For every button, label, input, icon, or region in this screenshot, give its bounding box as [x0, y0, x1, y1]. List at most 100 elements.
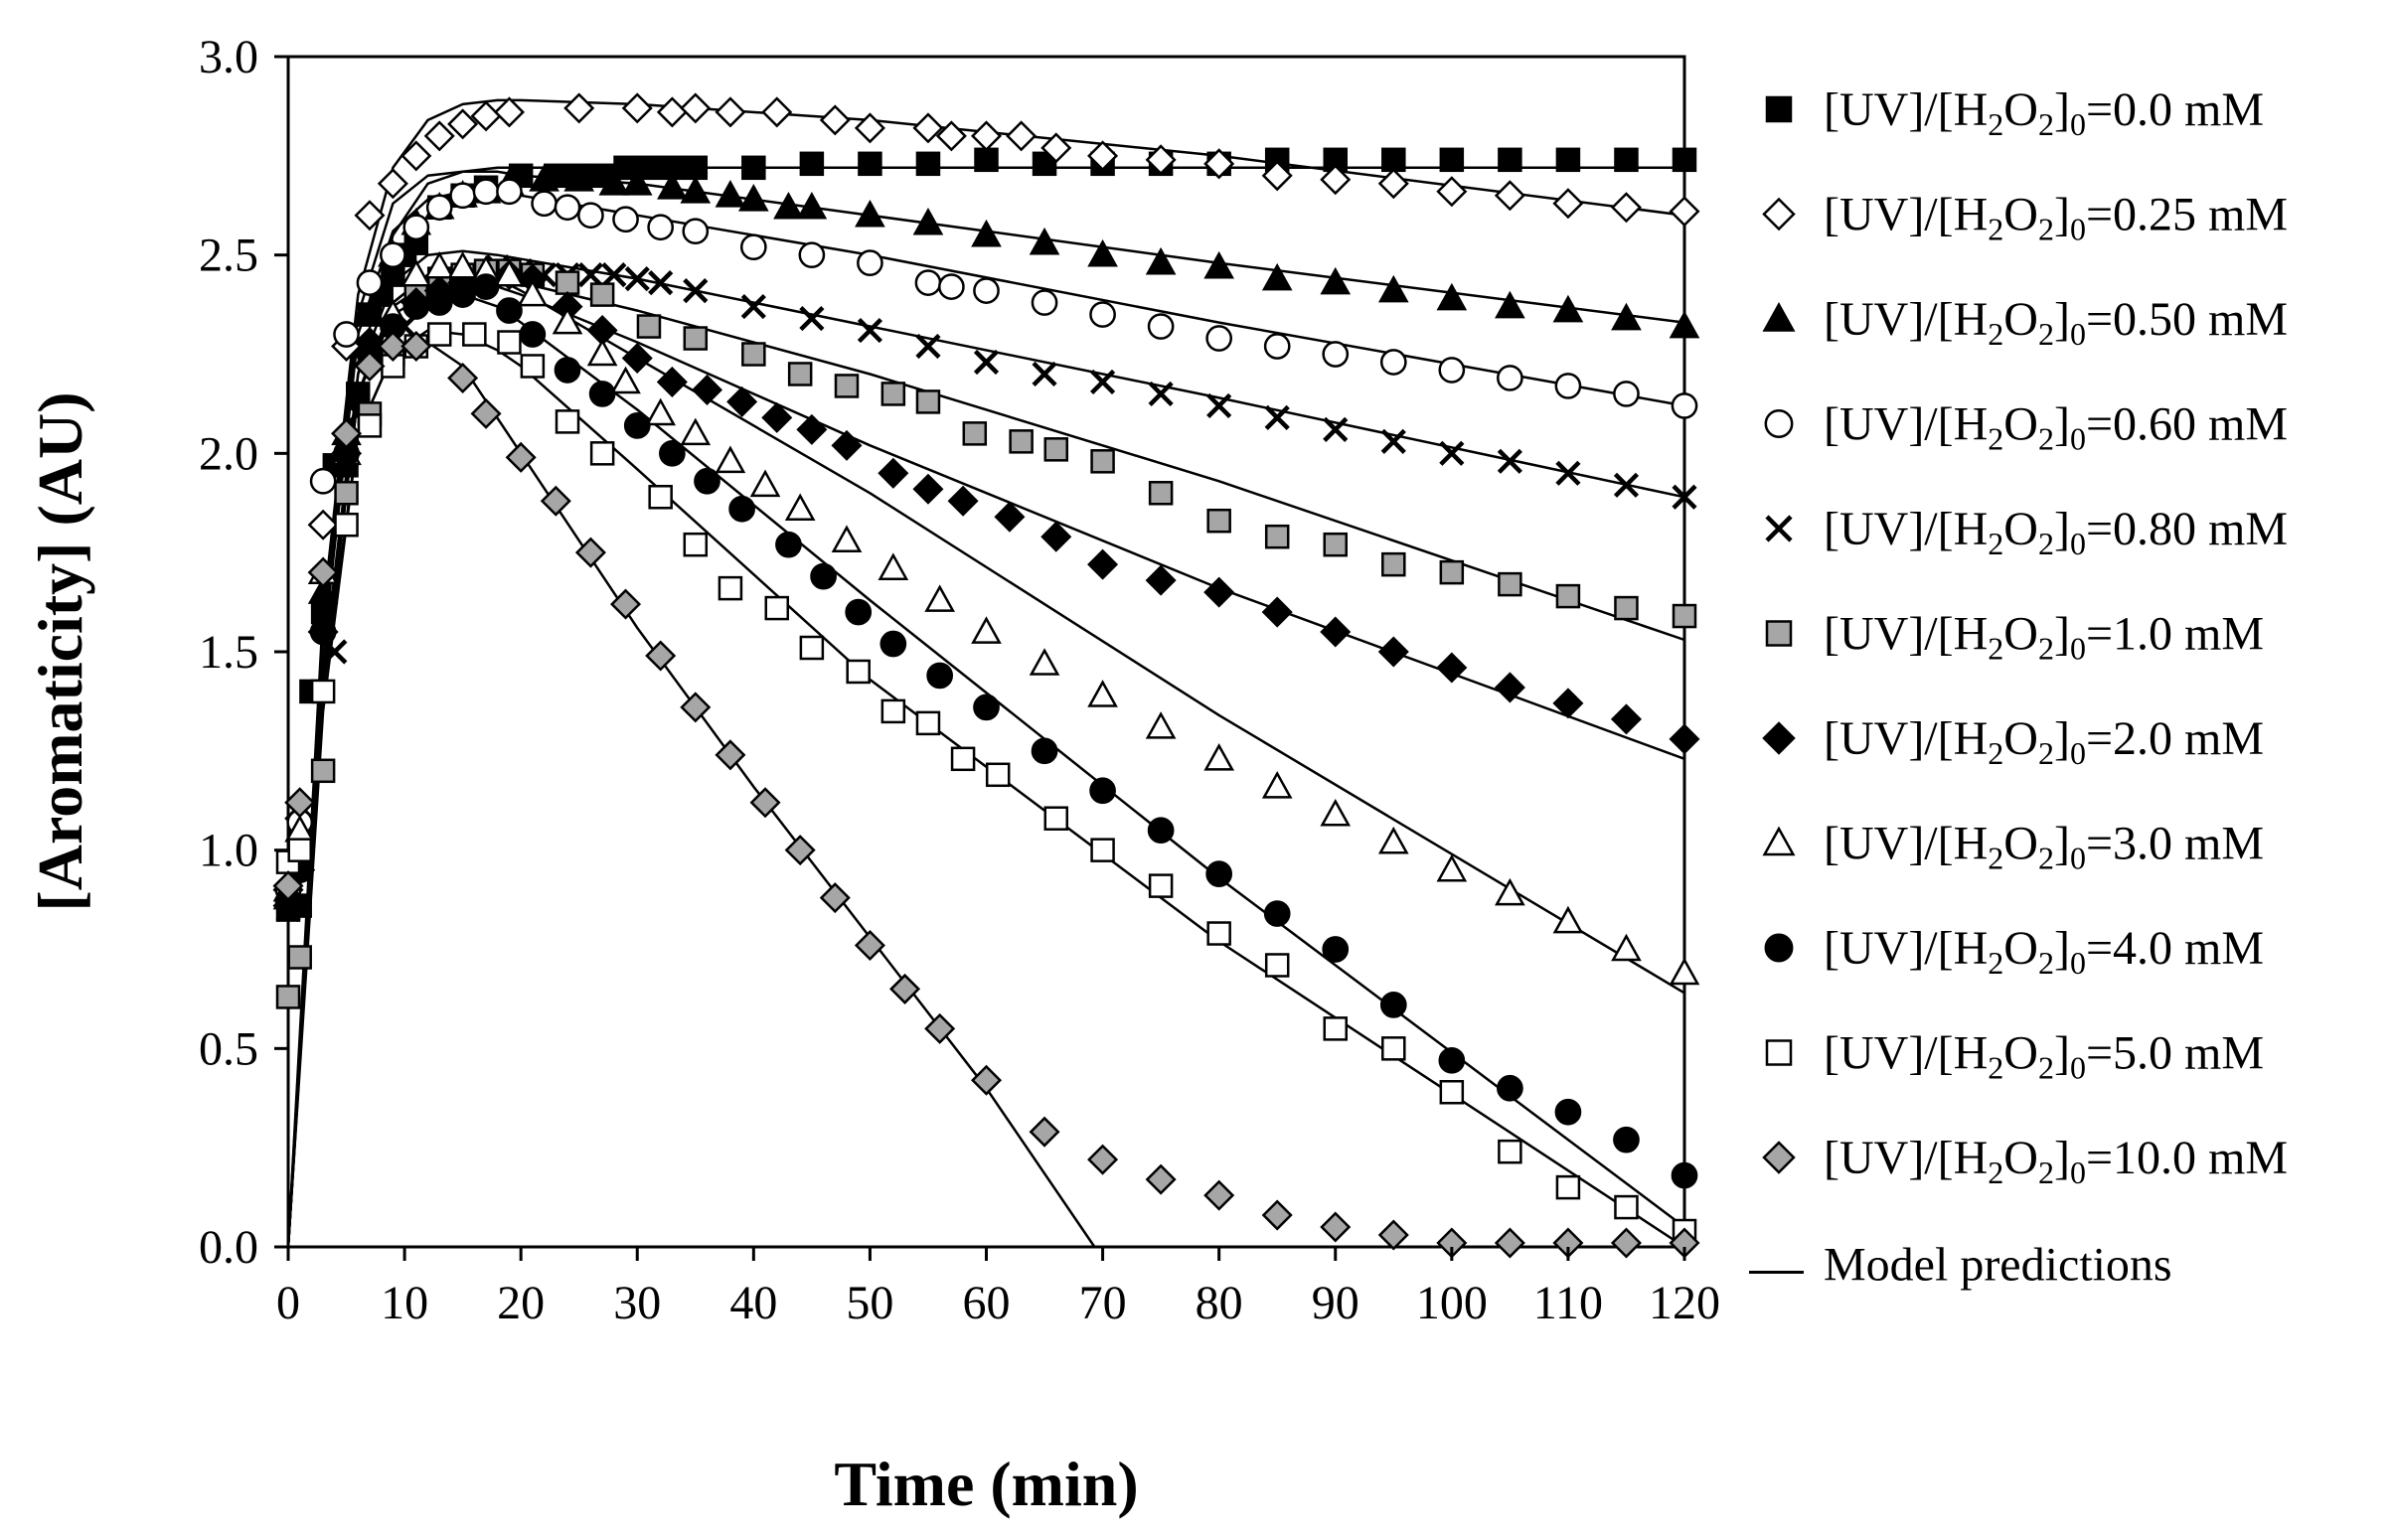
data-point	[577, 202, 604, 230]
data-point	[914, 269, 942, 296]
data-point	[831, 525, 863, 552]
data-point	[749, 469, 781, 498]
data-point	[691, 374, 723, 405]
data-point	[1610, 192, 1642, 224]
legend-label: [UV]/[H2O2]0=1.0 mM	[1824, 608, 2264, 667]
data-point	[880, 698, 906, 724]
model-line	[286, 329, 1685, 1249]
data-point	[272, 870, 304, 902]
data-point	[924, 1012, 956, 1044]
data-point	[1263, 900, 1291, 927]
data-point	[1031, 737, 1058, 765]
data-point	[1040, 132, 1072, 164]
data-point	[1377, 1219, 1409, 1251]
legend-marker	[1765, 515, 1793, 542]
data-point	[1320, 616, 1352, 648]
x-tick-label: 60	[963, 1277, 1011, 1329]
data-point	[683, 532, 709, 557]
data-point	[1323, 532, 1348, 557]
data-point	[1087, 140, 1119, 172]
data-point	[971, 616, 1002, 644]
data-point	[715, 445, 746, 474]
data-point	[402, 214, 430, 241]
data-point	[357, 413, 383, 438]
data-point	[586, 338, 618, 367]
data-point	[1006, 120, 1038, 152]
data-point	[1672, 147, 1697, 173]
data-point	[493, 96, 525, 128]
data-point	[858, 151, 882, 177]
data-point	[680, 175, 712, 204]
data-point	[1148, 381, 1174, 407]
data-point	[1145, 144, 1177, 176]
data-point	[970, 120, 1003, 152]
data-point	[973, 277, 1000, 304]
data-point	[912, 112, 944, 144]
data-point	[683, 326, 709, 351]
data-point	[275, 985, 301, 1009]
data-point	[346, 382, 371, 406]
data-point	[310, 758, 336, 784]
data-point	[322, 639, 348, 665]
data-point	[656, 366, 688, 397]
data-point	[738, 183, 769, 212]
data-point	[935, 120, 967, 152]
x-tick-label: 90	[1312, 1277, 1359, 1329]
data-point	[889, 973, 921, 1004]
data-point	[400, 140, 432, 172]
data-point	[1377, 826, 1409, 854]
data-point	[496, 178, 523, 206]
data-point	[1090, 449, 1115, 474]
data-point	[857, 317, 883, 344]
legend-label: [UV]/[H2O2]0=0.50 mM	[1824, 293, 2288, 352]
data-point	[447, 108, 479, 140]
data-point	[1438, 357, 1466, 384]
series-10.0-mM	[272, 330, 1700, 1259]
x-tick-label: 0	[276, 1277, 300, 1329]
data-point	[1669, 196, 1700, 228]
data-point	[1614, 595, 1639, 621]
data-point	[1029, 1116, 1060, 1148]
data-point	[1614, 1194, 1639, 1220]
data-point	[1554, 1098, 1582, 1126]
data-point	[1089, 369, 1116, 395]
data-point	[1377, 636, 1409, 668]
data-point	[1032, 361, 1057, 387]
data-point	[680, 692, 712, 723]
data-point	[624, 266, 650, 292]
data-point	[554, 194, 581, 222]
data-point	[1610, 703, 1642, 735]
data-point	[589, 441, 615, 466]
data-point	[1498, 571, 1522, 597]
legend-label: [UV]/[H2O2]0=0.60 mM	[1824, 398, 2288, 457]
data-point	[1205, 860, 1233, 887]
data-point	[912, 473, 944, 505]
data-point	[1672, 603, 1697, 629]
legend-label: [UV]/[H2O2]0=0.25 mM	[1824, 189, 2288, 247]
data-point	[656, 96, 688, 128]
data-point	[1206, 508, 1231, 534]
data-point	[307, 556, 339, 588]
x-tick-label: 20	[497, 1277, 545, 1329]
data-point	[1320, 1211, 1352, 1243]
data-point	[683, 155, 709, 181]
data-point	[1145, 564, 1177, 596]
data-point	[309, 618, 337, 646]
data-point	[1145, 1163, 1177, 1195]
data-point	[819, 882, 851, 914]
data-point	[683, 278, 709, 304]
data-point	[1381, 551, 1406, 577]
y-tick-label: 0.0	[199, 1221, 258, 1274]
data-point	[333, 321, 360, 348]
data-point	[749, 787, 781, 819]
data-point	[879, 630, 907, 658]
x-tick-label: 40	[729, 1277, 777, 1329]
data-point	[1261, 596, 1293, 628]
data-point	[1498, 147, 1522, 173]
data-point	[1495, 290, 1525, 319]
data-point	[1263, 333, 1291, 360]
data-point	[1379, 349, 1407, 376]
data-point	[1205, 325, 1233, 352]
data-point	[574, 537, 606, 568]
data-point	[449, 182, 476, 210]
